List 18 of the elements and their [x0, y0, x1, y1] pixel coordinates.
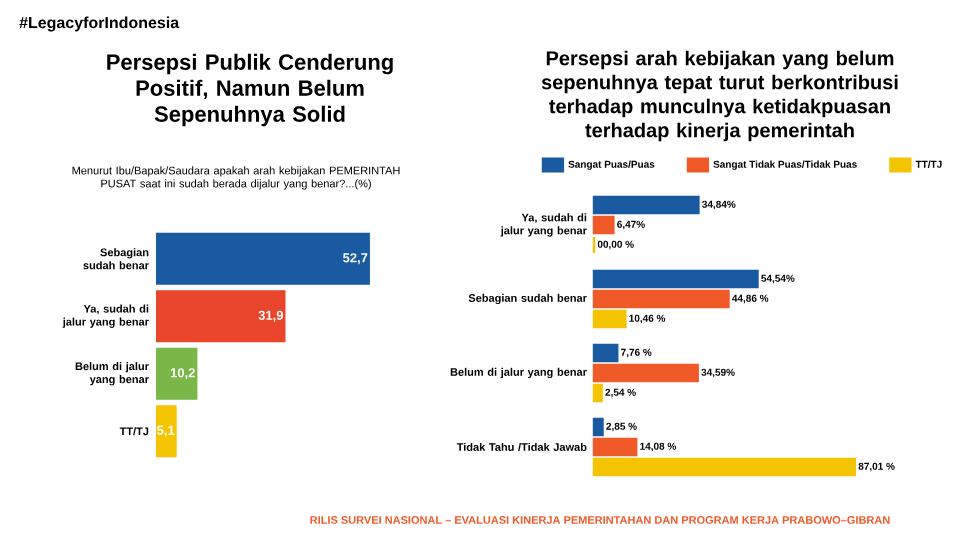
chart-title: Persepsi Publik Cenderung Positif, Namun Belum Sepenuhnya Solid: [107, 53, 393, 127]
bar: [592, 343, 619, 363]
bar: [592, 457, 857, 477]
bar: [592, 289, 730, 309]
bar: [592, 417, 604, 437]
bar: [592, 363, 699, 383]
bar: [592, 309, 627, 329]
chart-title: Persepsi arah kebijakan yang belum sepenuhnya tepat turut berkontribusi terhadap munculnya ketidakpuasan terhadap kinerja pemerintah: [541, 50, 898, 142]
bar: [592, 195, 700, 215]
bar: [156, 405, 177, 458]
bar: [592, 215, 615, 235]
bar: [156, 232, 370, 285]
text: #LegacyforIndonesia: [19, 16, 180, 32]
bar: [592, 269, 759, 289]
bar: [156, 347, 198, 400]
bar: [156, 290, 286, 343]
bar: [592, 383, 603, 403]
bar: [592, 437, 638, 457]
